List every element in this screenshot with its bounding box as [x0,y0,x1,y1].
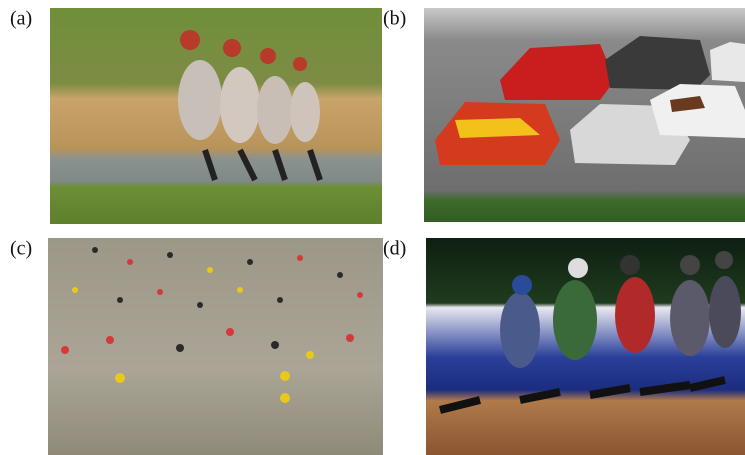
panel-label: (b) [383,8,406,30]
photo-swimming [48,238,383,455]
panel-label: (c) [10,238,32,260]
page: {"panels": [{"label": "(a)"}, {"label": … [0,0,745,455]
panel-label: (d) [383,238,406,260]
figure: (a) (b) (c) (d) [0,0,745,455]
panel-label: (a) [10,8,32,30]
